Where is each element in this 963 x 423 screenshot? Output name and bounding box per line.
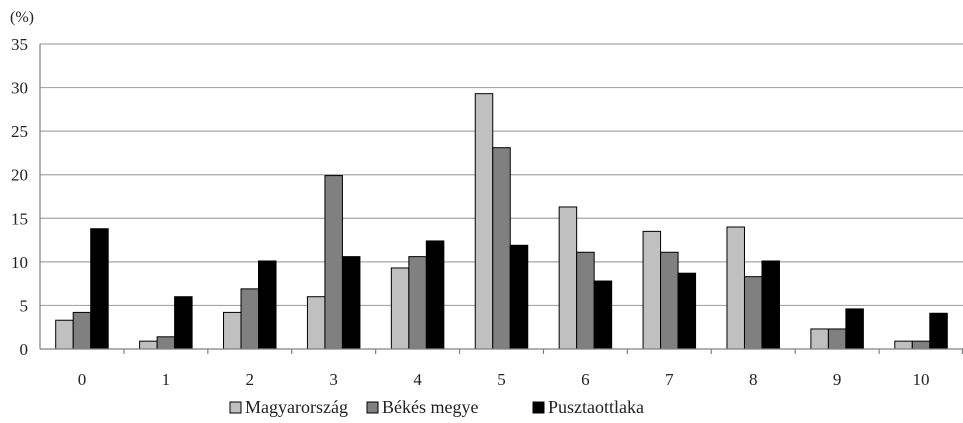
legend-label: Magyarország bbox=[245, 397, 348, 417]
y-tick-label: 25 bbox=[11, 122, 28, 141]
bar-magyarorsz-g-2 bbox=[223, 311, 242, 350]
bars bbox=[55, 93, 948, 350]
bar-magyarorsz-g-10 bbox=[894, 340, 913, 350]
x-tick-label: 9 bbox=[833, 370, 842, 389]
bar-magyarorsz-g-9 bbox=[810, 328, 829, 350]
bar-b-k-s-megye-7 bbox=[660, 251, 679, 350]
x-tick-label: 3 bbox=[329, 370, 338, 389]
x-tick-label: 1 bbox=[162, 370, 171, 389]
bar-b-k-s-megye-6 bbox=[576, 251, 595, 350]
x-tick-label: 5 bbox=[497, 370, 506, 389]
bar-pusztaottlaka-9 bbox=[845, 308, 864, 350]
bar-pusztaottlaka-4 bbox=[425, 240, 445, 350]
legend: Magyarország Békés megye Pusztaottlaka bbox=[229, 397, 644, 417]
bar-b-k-s-megye-4 bbox=[408, 256, 427, 350]
bar-magyarorsz-g-6 bbox=[558, 206, 578, 350]
bar-magyarorsz-g-1 bbox=[139, 340, 158, 350]
legend-label: Pusztaottlaka bbox=[548, 397, 644, 417]
bar-magyarorsz-g-8 bbox=[726, 226, 745, 350]
legend-label: Békés megye bbox=[382, 397, 478, 417]
y-tick-label: 5 bbox=[20, 296, 29, 315]
bar-pusztaottlaka-7 bbox=[677, 272, 697, 350]
bar-b-k-s-megye-0 bbox=[72, 311, 92, 350]
bar-pusztaottlaka-1 bbox=[174, 296, 193, 350]
x-tick-label: 2 bbox=[246, 370, 255, 389]
x-tick-label: 7 bbox=[665, 370, 674, 389]
y-tick-label: 35 bbox=[11, 35, 28, 54]
bar-magyarorsz-g-0 bbox=[55, 319, 74, 350]
bar-b-k-s-megye-8 bbox=[743, 276, 763, 350]
bar-b-k-s-megye-5 bbox=[492, 147, 511, 350]
bar-b-k-s-megye-1 bbox=[156, 336, 176, 350]
x-tick-label: 10 bbox=[913, 370, 930, 389]
bar-magyarorsz-g-3 bbox=[306, 296, 326, 350]
bar-b-k-s-megye-2 bbox=[240, 288, 260, 350]
legend-swatch bbox=[366, 401, 379, 414]
legend-swatch bbox=[532, 401, 545, 414]
x-tick-label: 6 bbox=[581, 370, 590, 389]
bar-magyarorsz-g-7 bbox=[642, 230, 662, 350]
bar-b-k-s-megye-9 bbox=[827, 328, 847, 350]
legend-swatch bbox=[229, 401, 242, 414]
y-unit-label: (%) bbox=[10, 9, 34, 26]
axes: 0 5 10 15 20 25 30 35 0 1 2 3 4 5 6 7 8 9 10 bbox=[11, 35, 963, 389]
x-tick-label: 0 bbox=[78, 370, 87, 389]
y-tick-label: 10 bbox=[11, 253, 28, 272]
bar-pusztaottlaka-3 bbox=[341, 256, 361, 350]
y-tick-label: 0 bbox=[20, 340, 29, 359]
bar-pusztaottlaka-8 bbox=[761, 260, 780, 350]
x-tick-label: 4 bbox=[413, 370, 422, 389]
y-tick-label: 20 bbox=[11, 166, 28, 185]
bar-magyarorsz-g-4 bbox=[390, 267, 410, 350]
bar-pusztaottlaka-5 bbox=[509, 244, 529, 350]
bar-pusztaottlaka-6 bbox=[593, 280, 613, 350]
bar-pusztaottlaka-0 bbox=[90, 228, 109, 350]
bar-b-k-s-megye-3 bbox=[324, 175, 343, 350]
bar-pusztaottlaka-2 bbox=[258, 260, 277, 350]
y-tick-label: 30 bbox=[11, 79, 28, 98]
bar-pusztaottlaka-10 bbox=[929, 312, 948, 350]
bar-magyarorsz-g-5 bbox=[474, 93, 494, 350]
bar-b-k-s-megye-10 bbox=[911, 340, 931, 350]
x-tick-label: 8 bbox=[749, 370, 758, 389]
y-tick-label: 15 bbox=[11, 209, 28, 228]
